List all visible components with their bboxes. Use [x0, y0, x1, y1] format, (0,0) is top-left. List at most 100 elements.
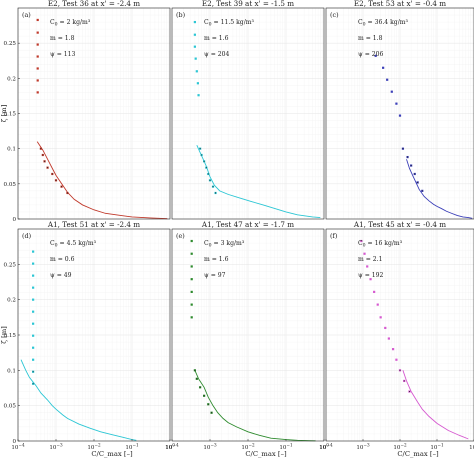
- model-profile-line: [36, 141, 168, 220]
- y-tick-label: 0.15: [4, 112, 17, 118]
- annotation-0: C0 = 4.5 kg/m³: [50, 240, 97, 249]
- fit-point: [209, 179, 211, 181]
- x-tick-label: 10−1: [125, 443, 139, 452]
- panel-d: A1, Test 51 at x' = -2.4 m (d) C0 = 4.5 kg…: [0, 220, 175, 458]
- fit-point: [32, 371, 34, 373]
- fit-point: [215, 192, 217, 194]
- fit-point: [42, 154, 44, 156]
- measured-point: [197, 94, 200, 97]
- measured-point: [32, 310, 35, 313]
- x-tick-label: 10−1: [430, 443, 444, 452]
- fit-point: [207, 173, 209, 175]
- measured-point: [193, 33, 196, 36]
- panel-title: E2, Test 36 at x' = -2.4 m: [48, 0, 140, 8]
- measured-point: [374, 54, 377, 57]
- panel-title: E2, Test 53 at x' = -0.4 m: [354, 0, 446, 8]
- fit-point: [203, 395, 205, 397]
- fit-point: [417, 181, 419, 183]
- panel-title: A1, Test 45 at x' = -0.4 m: [353, 220, 446, 229]
- annotation-2: ψ = 113: [50, 51, 76, 58]
- x-tick-label: 100: [469, 443, 474, 452]
- fit-point: [414, 173, 416, 175]
- measured-point: [190, 290, 193, 293]
- measured-point: [398, 114, 402, 117]
- measured-point: [193, 20, 196, 24]
- measured-point: [386, 78, 389, 81]
- measured-point: [190, 303, 193, 306]
- measured-point: [369, 278, 372, 281]
- y-tick-label: 0.15: [4, 333, 17, 339]
- model-profile-line: [196, 144, 321, 219]
- y-axis-label: ζ [m]: [0, 104, 8, 122]
- fit-point: [47, 167, 49, 169]
- fit-point: [66, 192, 68, 194]
- measured-point: [379, 316, 382, 319]
- annotation-1: m = 1.8: [50, 35, 75, 42]
- axes-frame: [171, 7, 325, 220]
- annotation-1: m = 1.8: [358, 35, 383, 42]
- fit-point: [421, 190, 423, 192]
- x-tick-label: 10−3: [49, 443, 63, 452]
- measured-point: [36, 79, 39, 82]
- annotation-0: C0 = 11.5 kg/m³: [204, 19, 255, 28]
- fit-point: [201, 154, 203, 156]
- annotation-1: m = 0.6: [50, 256, 75, 263]
- fit-point: [196, 378, 198, 380]
- fit-point: [212, 186, 214, 188]
- annotation-1: m = 1.6: [204, 256, 229, 263]
- fit-point: [410, 164, 412, 167]
- y-tick-label: 0.2: [7, 76, 16, 82]
- x-axis-label: C/C_max [–]: [397, 450, 439, 458]
- measured-point: [194, 57, 197, 60]
- panel-label: (a): [22, 11, 31, 19]
- axes-frame: [325, 7, 474, 220]
- measured-point: [360, 239, 363, 243]
- measured-point: [32, 250, 35, 253]
- x-tick-label: 10−2: [393, 443, 407, 452]
- x-tick-label: 10−1: [279, 443, 293, 452]
- measured-point: [190, 239, 193, 243]
- measured-point: [395, 102, 398, 105]
- measured-point: [32, 358, 35, 361]
- measured-point: [36, 55, 39, 58]
- annotation-2: ψ = 97: [204, 272, 226, 279]
- measured-point: [36, 18, 39, 22]
- panel-b: E2, Test 39 at x' = -1.5 m (b) C0 = 11.5 k…: [171, 0, 325, 220]
- measured-point: [382, 66, 385, 69]
- panel-c: E2, Test 53 at x' = -0.4 m (c) C0 = 36.4 k…: [325, 0, 474, 220]
- measured-point: [373, 290, 376, 293]
- panel-label: (f): [330, 232, 337, 240]
- model-profile-line: [406, 159, 473, 219]
- annotation-0: C0 = 16 kg/m³: [358, 240, 403, 249]
- measured-point: [390, 90, 393, 93]
- measured-point: [195, 70, 198, 73]
- measured-point: [32, 334, 35, 337]
- x-tick-label: 100: [165, 443, 175, 452]
- measured-point: [190, 252, 193, 255]
- measured-point: [32, 286, 35, 289]
- panel-label: (b): [176, 11, 185, 19]
- fit-point: [32, 383, 34, 385]
- x-tick-label: 10−2: [87, 443, 101, 452]
- y-tick-label: 0.05: [4, 404, 17, 410]
- panel-label: (d): [22, 232, 31, 240]
- measured-point: [193, 45, 196, 48]
- y-tick-label: 0.25: [4, 262, 17, 268]
- measured-point: [366, 265, 369, 268]
- fit-point: [402, 148, 404, 150]
- model-profile-line: [194, 370, 316, 442]
- annotation-1: m = 2.1: [358, 256, 383, 263]
- measured-point: [36, 91, 39, 94]
- measured-point: [36, 31, 39, 34]
- measured-point: [384, 326, 387, 330]
- y-tick-label: 0.05: [4, 182, 17, 188]
- x-tick-label: 10−3: [356, 443, 370, 452]
- annotation-2: ψ = 192: [358, 272, 384, 279]
- measured-point: [32, 346, 35, 349]
- fit-point: [51, 173, 53, 175]
- x-tick-label: 10−3: [203, 443, 217, 452]
- panel-label: (c): [330, 11, 339, 19]
- measured-point: [190, 265, 193, 268]
- panel-f: A1, Test 45 at x' = -0.4 m (f) C0 = 16 kg/…: [319, 220, 474, 458]
